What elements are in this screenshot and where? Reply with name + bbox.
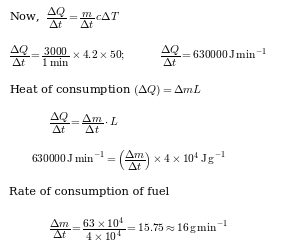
Text: $630000\,\mathrm{J\,min^{-1}} = \left(\dfrac{\Delta m}{\Delta t}\right) \times 4: $630000\,\mathrm{J\,min^{-1}} = \left(\d…: [31, 148, 225, 172]
Text: $\dfrac{\Delta Q}{\Delta t} = 630000\,\mathrm{J\,min^{-1}}$: $\dfrac{\Delta Q}{\Delta t} = 630000\,\m…: [160, 43, 267, 69]
Text: $\dfrac{\Delta Q}{\Delta t} = \dfrac{\Delta m}{\Delta t} \cdot L$: $\dfrac{\Delta Q}{\Delta t} = \dfrac{\De…: [49, 110, 120, 136]
Text: $\dfrac{\Delta m}{\Delta t} = \dfrac{63 \times 10^4}{4 \times 10^4} = 15.75 \app: $\dfrac{\Delta m}{\Delta t} = \dfrac{63 …: [49, 215, 228, 244]
Text: Now,  $\dfrac{\Delta Q}{\Delta t} = \dfrac{m}{\Delta t}\, c\Delta T$: Now, $\dfrac{\Delta Q}{\Delta t} = \dfra…: [9, 6, 120, 31]
Text: Heat of consumption $(\Delta Q) = \Delta mL$: Heat of consumption $(\Delta Q) = \Delta…: [9, 83, 202, 98]
Text: $\dfrac{\Delta Q}{\Delta t} = \dfrac{3000}{1\,\mathrm{min}} \times 4.2 \times 50: $\dfrac{\Delta Q}{\Delta t} = \dfrac{300…: [9, 43, 125, 69]
Text: Rate of consumption of fuel: Rate of consumption of fuel: [9, 187, 169, 197]
